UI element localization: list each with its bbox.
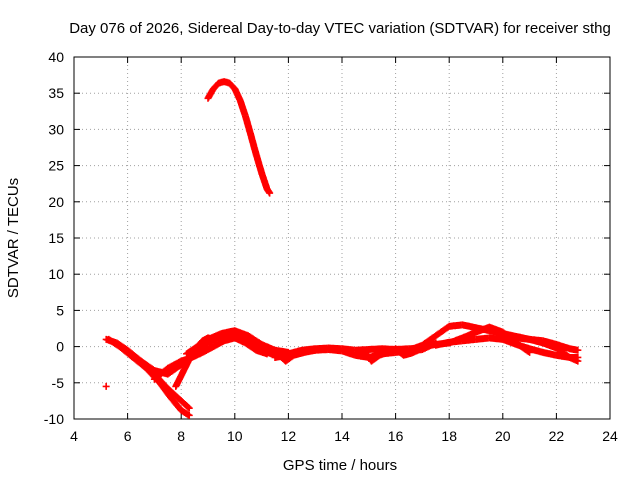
x-tick-label: 14	[334, 428, 350, 444]
y-tick-label: 10	[48, 266, 64, 282]
x-tick-label: 18	[441, 428, 457, 444]
series-sat-o	[499, 332, 582, 365]
y-tick-label: 5	[56, 302, 64, 318]
series-sat-h	[102, 382, 110, 390]
data-point-run	[338, 347, 358, 359]
series-sat-p	[392, 345, 424, 359]
data-point-run	[539, 339, 559, 351]
data-point-run	[231, 327, 251, 339]
data-point-run	[258, 169, 270, 191]
data-point-run	[164, 362, 184, 378]
x-tick-label: 10	[227, 428, 243, 444]
y-tick-label: 0	[56, 339, 64, 355]
data-point-run	[472, 324, 492, 336]
chart-title: Day 076 of 2026, Sidereal Day-to-day VTE…	[69, 20, 611, 37]
data-point-run	[499, 335, 519, 348]
data-point-run	[116, 343, 136, 361]
data-point-run	[164, 385, 184, 404]
series-sat-f	[183, 327, 292, 358]
data-point-run	[301, 346, 319, 356]
data-point-run	[244, 332, 264, 348]
x-tick-label: 24	[602, 428, 618, 444]
data-point-run	[177, 406, 193, 419]
series-sat-c	[137, 357, 193, 412]
x-tick-label: 20	[495, 428, 511, 444]
data-point-run	[164, 358, 184, 372]
data-point-run	[105, 335, 122, 350]
data-point-run	[209, 80, 222, 93]
data-point-run	[408, 345, 424, 357]
data-point-run	[359, 346, 375, 364]
data-point-run	[258, 340, 278, 354]
y-tick-label: 40	[48, 49, 64, 65]
data-point-run	[225, 79, 238, 92]
series-sat-j	[274, 346, 319, 365]
y-tick-label: 20	[48, 194, 64, 210]
x-tick-label: 4	[70, 428, 78, 444]
series-sat-k	[359, 346, 400, 365]
data-point-run	[204, 330, 224, 343]
data-point-run	[552, 344, 573, 361]
data-point-run	[512, 340, 532, 352]
data-point-run	[193, 336, 211, 351]
y-tick-label: 25	[48, 158, 64, 174]
y-tick-label: 15	[48, 230, 64, 246]
data-point-run	[177, 397, 193, 412]
data-point	[102, 382, 110, 390]
data-point-run	[566, 354, 582, 365]
x-tick-label: 22	[549, 428, 565, 444]
y-tick-label: -10	[44, 411, 64, 427]
y-tick-label: 30	[48, 121, 64, 137]
y-tick-label: -5	[52, 375, 65, 391]
series-sat-n	[432, 334, 582, 361]
data-points	[102, 78, 582, 419]
x-tick-label: 6	[124, 428, 132, 444]
data-point-run	[432, 323, 452, 340]
data-point-run	[252, 346, 271, 358]
data-point-run	[167, 393, 184, 413]
data-point-run	[282, 352, 297, 365]
y-tick-label: 35	[48, 85, 64, 101]
x-tick-label: 16	[388, 428, 404, 444]
data-point-run	[552, 340, 572, 352]
x-tick-label: 12	[281, 428, 297, 444]
x-axis-label: GPS time / hours	[283, 457, 397, 474]
data-point-run	[137, 357, 157, 377]
y-axis-label: SDTVAR / TECUs	[5, 178, 22, 298]
data-point-run	[566, 345, 582, 354]
data-point-run	[368, 352, 382, 365]
x-tick-label: 8	[177, 428, 185, 444]
data-point-run	[263, 185, 274, 197]
axis-ticks: 4 6 8 10 12 14 16 18 20 22 24 -10 -5 0 5 10 15 20 25 30 35 40	[44, 49, 618, 444]
data-point-run	[485, 323, 505, 336]
data-point-run	[236, 96, 249, 119]
data-point-run	[150, 365, 171, 383]
series-sat-g	[204, 78, 274, 197]
data-point-run	[252, 151, 265, 175]
data-point-run	[242, 339, 259, 353]
